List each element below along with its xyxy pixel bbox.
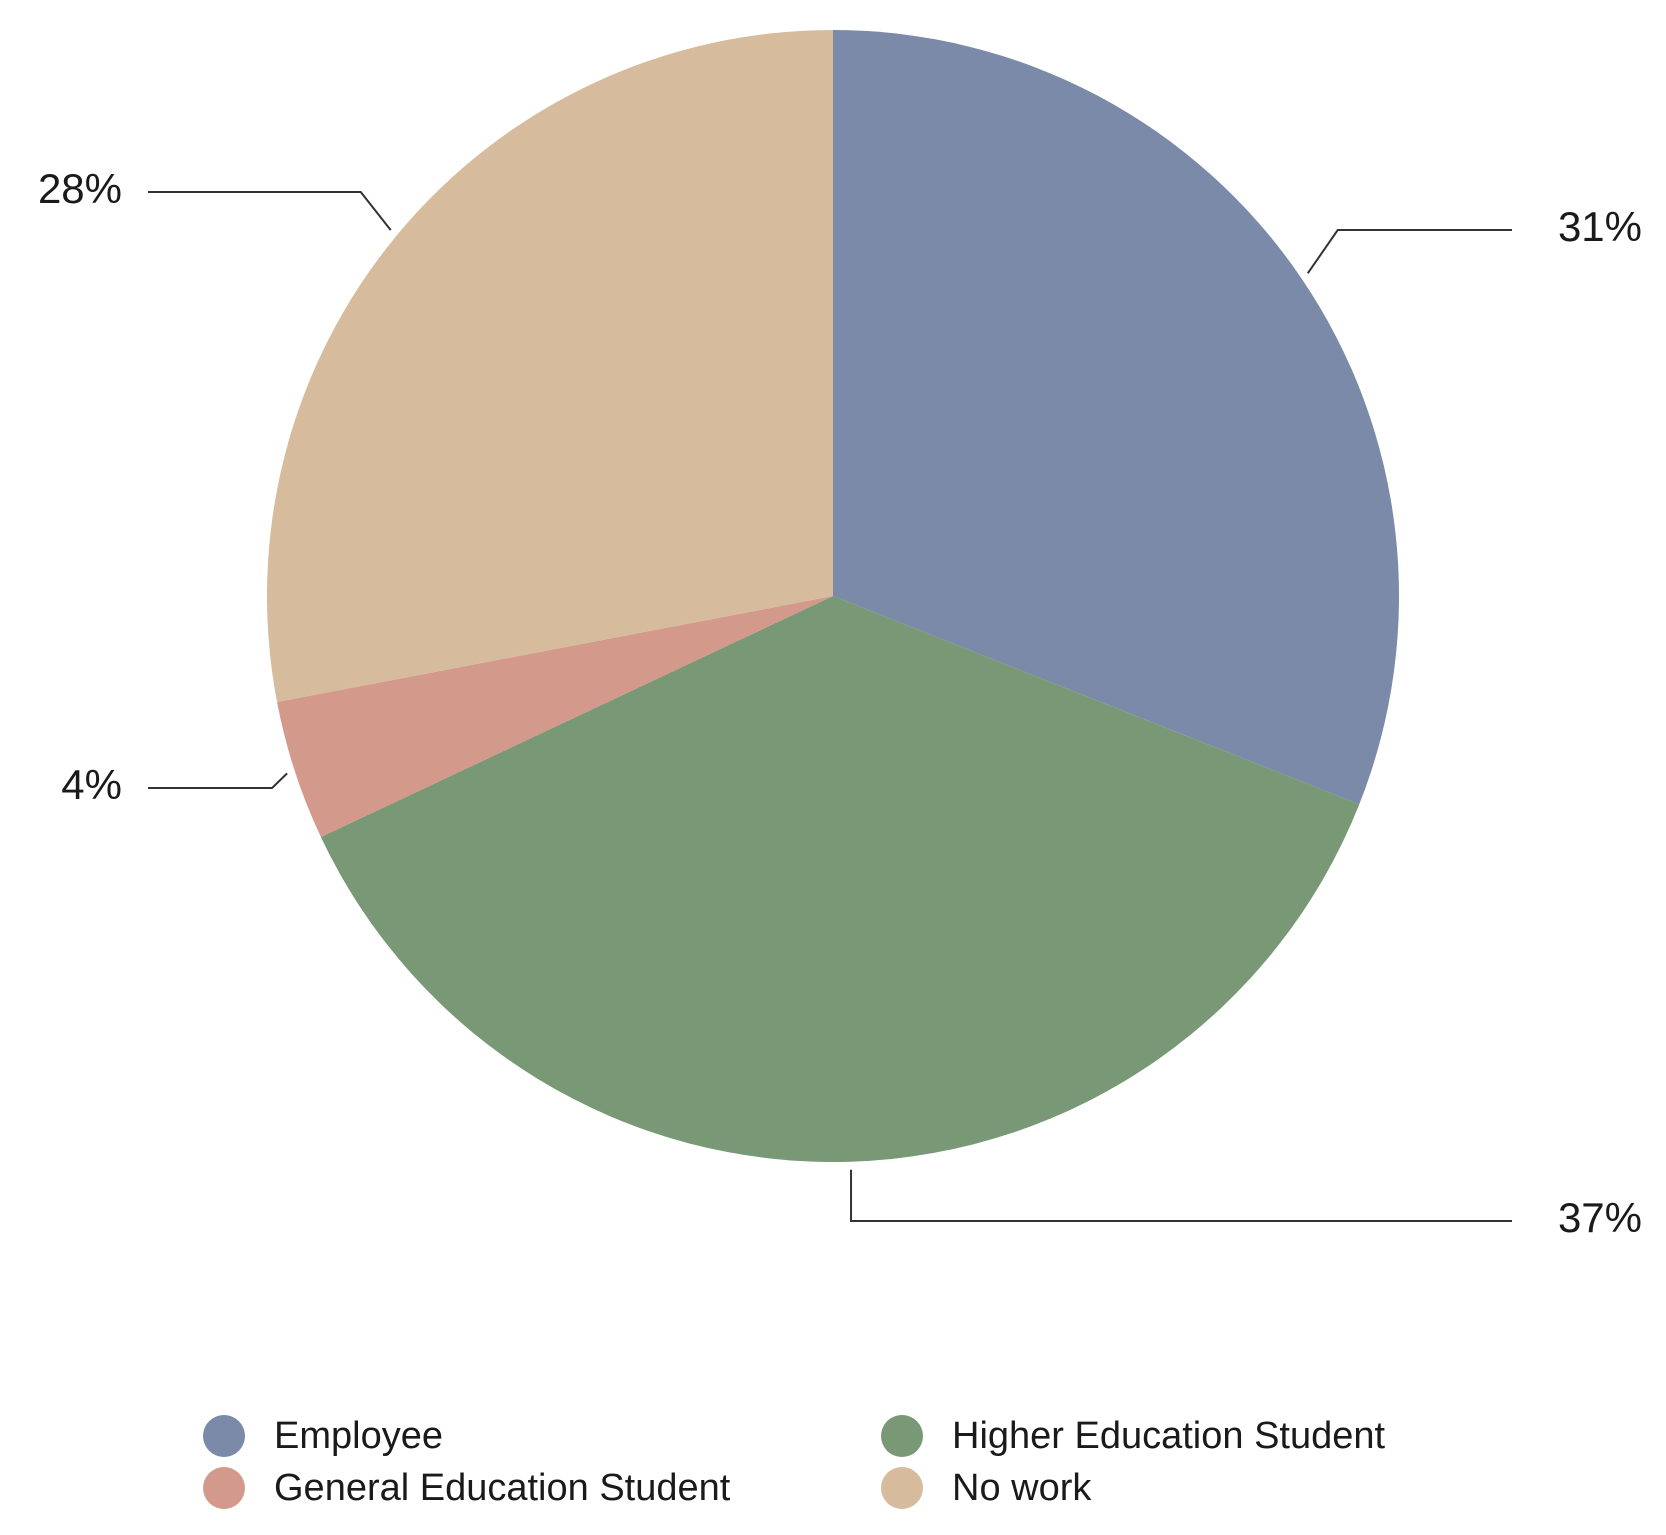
leader-line [148,191,392,231]
pie-slice [833,30,1400,805]
legend-swatch [203,1467,245,1509]
legend-swatch [881,1467,923,1509]
legend-swatch [881,1415,923,1457]
data-label: 4% [61,761,122,808]
pie-slice [266,30,833,703]
leader-line [1306,229,1512,274]
data-label: 28% [38,165,122,212]
data-label: 37% [1558,1194,1642,1241]
data-label: 31% [1558,203,1642,250]
legend-label: General Education Student [274,1467,731,1509]
leader-line [850,1169,1512,1222]
pie-slice [277,596,834,837]
pie-slice [320,596,1360,1163]
leader-line [148,772,288,789]
legend-swatch [203,1415,245,1457]
legend-label: Higher Education Student [952,1415,1386,1457]
legend-label: Employee [274,1415,443,1457]
legend-label: No work [952,1467,1092,1509]
